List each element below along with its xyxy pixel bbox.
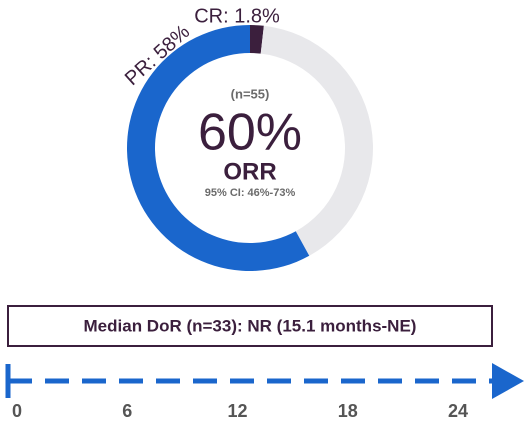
center-text: 95% CI: 46%-73%: [205, 187, 296, 199]
segment-label: CR: 1.8%: [194, 5, 280, 27]
center-text: 60%: [198, 104, 302, 162]
donut-segment: [260, 25, 373, 256]
x-tick-label: 12: [227, 401, 247, 421]
center-text: ORR: [223, 158, 276, 185]
annotation: Median DoR (n=33): NR (15.1 months-NE): [84, 316, 417, 335]
axis-arrow: [492, 363, 524, 399]
x-tick-label: 18: [338, 401, 358, 421]
donut-segment: [250, 25, 264, 54]
annotation-box: [7, 305, 493, 347]
x-tick-label: 0: [12, 401, 22, 421]
donut-segment: [126, 25, 310, 271]
x-tick-label: 24: [448, 401, 468, 421]
center-text: (n=55): [231, 86, 270, 101]
x-tick-label: 6: [122, 401, 132, 421]
